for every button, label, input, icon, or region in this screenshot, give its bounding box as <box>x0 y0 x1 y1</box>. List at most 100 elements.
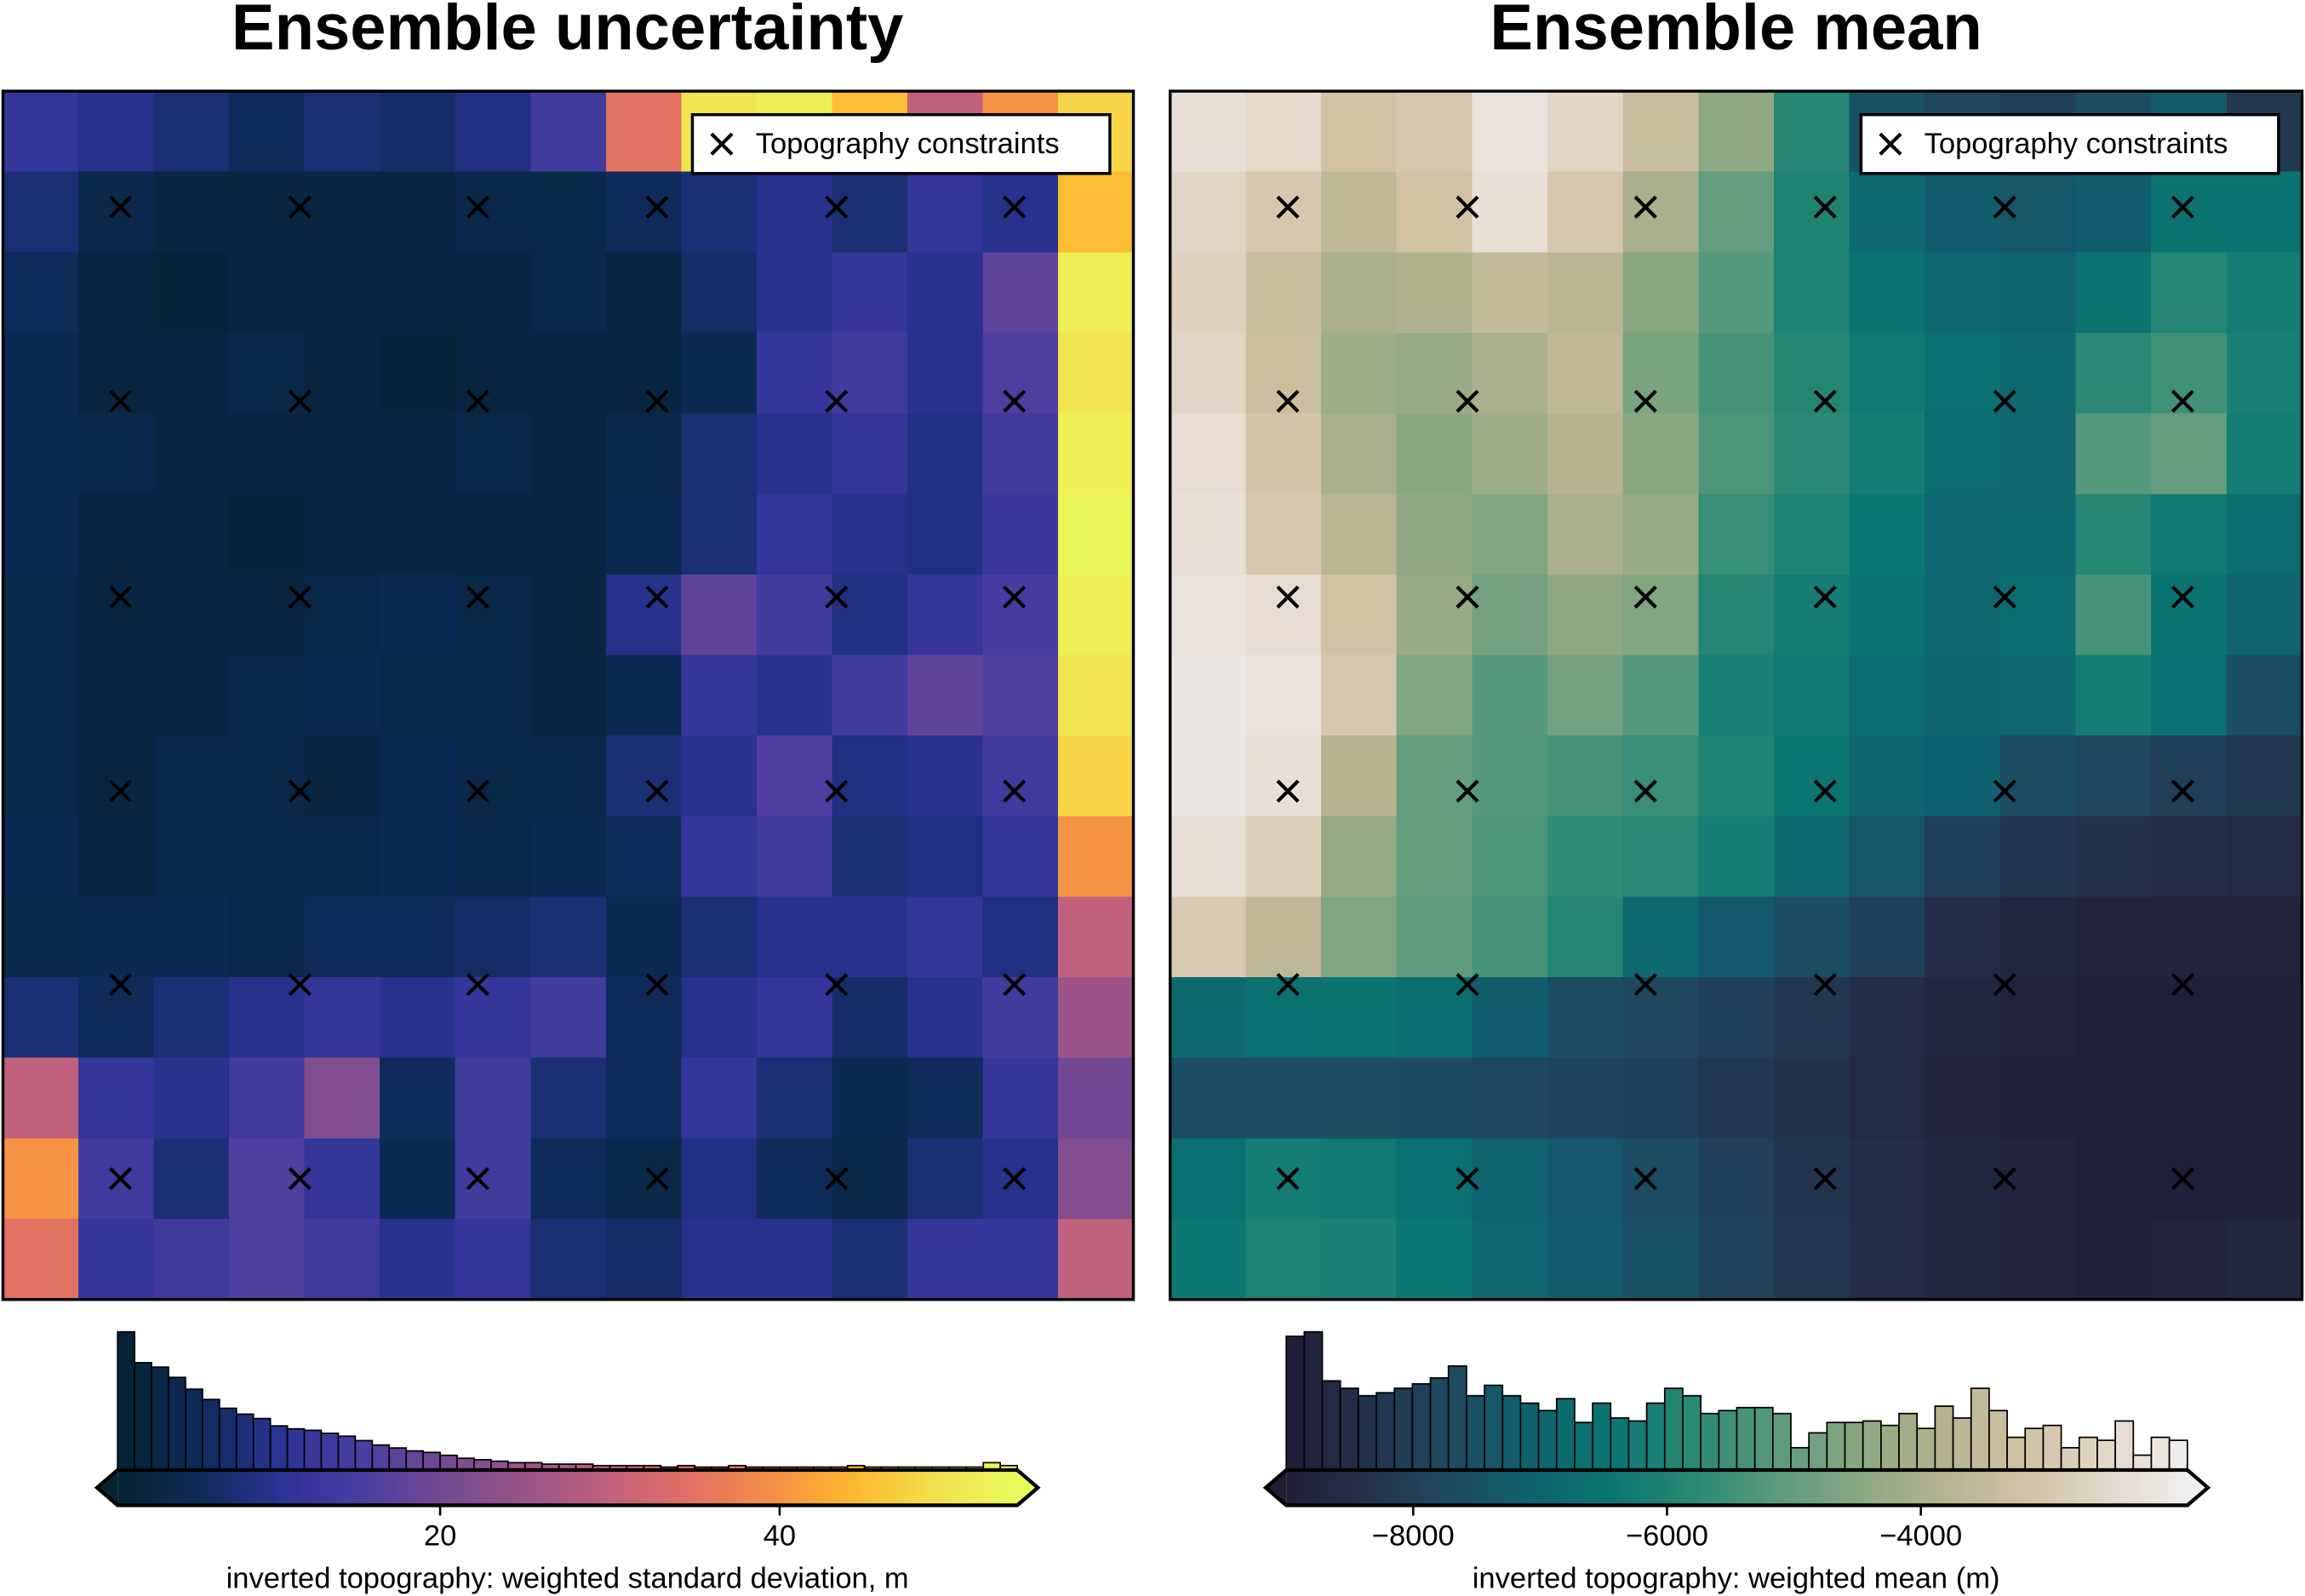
histogram-bar <box>439 1454 458 1471</box>
heatmap-cell <box>1849 977 1926 1059</box>
constraint-marker <box>1633 585 1657 609</box>
histogram-bar <box>1753 1406 1774 1471</box>
heatmap-cell <box>2226 815 2303 898</box>
heatmap-cell <box>1999 171 2077 254</box>
heatmap-cell <box>1698 655 1775 737</box>
heatmap-cell <box>1396 896 1473 979</box>
heatmap-cell <box>1472 1057 1549 1140</box>
heatmap-cell <box>907 1138 984 1221</box>
heatmap-cell <box>756 655 833 737</box>
heatmap-cell <box>455 1057 532 1140</box>
heatmap-cell <box>3 574 80 656</box>
heatmap-cell <box>229 815 306 898</box>
constraint-marker <box>466 585 489 609</box>
heatmap-cell <box>2075 735 2153 817</box>
histogram-bar <box>185 1388 203 1471</box>
heatmap-cell <box>907 735 984 817</box>
histogram-bar <box>405 1450 425 1471</box>
legend-label: Topography constraints <box>1925 128 2228 160</box>
heatmap-cell <box>832 896 908 979</box>
heatmap-cell <box>530 332 607 415</box>
histogram-bar <box>286 1427 306 1471</box>
heatmap-cell <box>1396 1057 1473 1140</box>
heatmap-cell <box>380 1138 456 1221</box>
heatmap-cell <box>1849 171 1926 254</box>
heatmap-cell <box>3 494 80 575</box>
constraint-marker <box>1456 973 1479 997</box>
heatmap-cell <box>2226 735 2303 817</box>
heatmap-cell <box>1396 1138 1473 1221</box>
heatmap-cell <box>530 1057 607 1140</box>
histogram-bar <box>1862 1420 1882 1471</box>
heatmap-cell <box>380 171 456 254</box>
heatmap-cell <box>1849 413 1926 495</box>
constraint-marker <box>825 585 849 609</box>
histogram-bar <box>1285 1336 1306 1471</box>
heatmap-cell <box>832 332 908 415</box>
heatmap-cell <box>2075 655 2153 737</box>
heatmap-cell <box>1698 332 1775 415</box>
constraint-marker <box>1456 779 1479 804</box>
heatmap-cell <box>530 252 607 335</box>
heatmap-cell <box>2226 332 2303 415</box>
heatmap-cell <box>1925 977 2001 1059</box>
heatmap-cell <box>681 735 758 817</box>
panel: Ensemble uncertainty Topography constrain… <box>1 0 1135 1301</box>
heatmap-cell <box>1698 1219 1775 1301</box>
heatmap-cell <box>1925 1057 2001 1140</box>
histogram-bar <box>252 1417 272 1471</box>
heatmap-cell <box>1245 252 1323 335</box>
heatmap-cell <box>1472 494 1549 575</box>
histogram-bar <box>1880 1424 1900 1471</box>
heatmap-cell <box>1245 735 1323 817</box>
heatmap-cell <box>1321 1057 1398 1140</box>
heatmap-cell <box>229 735 306 817</box>
heatmap-cell <box>907 413 984 495</box>
heatmap-cell <box>1396 655 1473 737</box>
constraint-marker <box>466 973 489 997</box>
heatmap-cell <box>1622 1138 1700 1221</box>
heatmap-cell <box>1547 494 1624 575</box>
heatmap-cell <box>3 91 80 173</box>
heatmap-cell <box>605 1057 683 1140</box>
heatmap-cell <box>2075 1219 2153 1301</box>
constraint-marker <box>1993 195 2016 219</box>
histogram-bar <box>2006 1436 2027 1471</box>
constraint-marker <box>645 389 669 413</box>
histogram-bar <box>269 1425 289 1471</box>
heatmap-cell <box>1925 574 2001 656</box>
colorbar: −8000 −6000 −4000 inverted topography: weig… <box>1262 1330 2211 1595</box>
heatmap-cell <box>455 735 532 817</box>
heatmap-cell <box>1321 977 1398 1059</box>
histogram-bar <box>1790 1446 1810 1471</box>
heatmap-cell <box>1472 735 1549 817</box>
colorbar-label: inverted topography: weighted mean (m) <box>1473 1563 2000 1595</box>
histogram-bar <box>2060 1446 2080 1471</box>
heatmap-cell <box>681 977 758 1059</box>
heatmap-cell <box>380 655 456 737</box>
legend: Topography constraints <box>690 112 1112 175</box>
heatmap-cell <box>380 1057 456 1140</box>
histogram-bar <box>354 1439 374 1471</box>
heatmap-cell <box>1245 655 1323 737</box>
heatmap-cell <box>1773 977 1850 1059</box>
heatmap-cell <box>153 655 231 737</box>
heatmap-cell <box>907 977 984 1059</box>
constraint-marker <box>1276 1167 1300 1191</box>
heatmap-cell <box>1547 1138 1624 1221</box>
histogram-bar <box>320 1432 340 1471</box>
heatmap-cell <box>1547 977 1624 1059</box>
heatmap-cell <box>2151 494 2228 575</box>
heatmap-cell <box>907 252 984 335</box>
heatmap-cell <box>153 1219 231 1301</box>
heatmap-cell <box>982 252 1060 335</box>
heatmap-cell <box>3 1219 80 1301</box>
heatmap-cell <box>756 1219 833 1301</box>
heatmap-cell <box>78 1057 155 1140</box>
heatmap-cell <box>2151 574 2228 656</box>
heatmap-cell <box>2226 574 2303 656</box>
heatmap-cell <box>3 1057 80 1140</box>
heatmap-cell <box>380 1219 456 1301</box>
heatmap-cell <box>229 1057 306 1140</box>
constraint-marker <box>825 973 849 997</box>
